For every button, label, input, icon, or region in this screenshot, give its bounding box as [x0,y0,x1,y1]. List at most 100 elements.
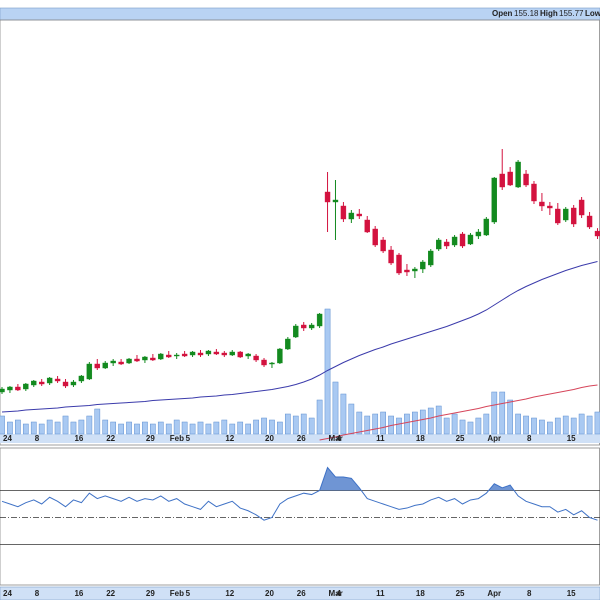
volume-bar [86,415,93,435]
volume-bar [475,417,482,435]
x-tick-label: 12 [225,434,234,443]
candle-body [213,351,220,355]
candle-body [547,205,553,209]
volume-bar [62,415,69,435]
x-tick-label: 16 [74,589,83,598]
candle-body [428,250,434,266]
x-tick-label: 25 [456,434,465,443]
rsi-layer [0,466,600,545]
candle-body [340,205,347,220]
candle-body [126,358,132,364]
volume-bar [126,421,132,435]
volume-bar [483,413,490,435]
volume-bar [300,413,307,435]
candle-body [348,212,355,220]
x-tick-label: 22 [106,434,115,443]
candle-body [158,353,164,360]
volume-bar [443,417,450,435]
volume-bar [340,393,347,435]
x-tick-label: Feb [170,589,184,598]
x-tick-label: 4 [336,589,341,598]
volume-bar [237,421,244,435]
candle-body [62,381,69,387]
x-tick-label: 8 [527,589,532,598]
x-tick-label: 22 [106,589,115,598]
x-tick-label: 26 [297,434,306,443]
volume-bar [229,423,236,435]
candle-body [404,269,410,273]
volume-bar [547,421,553,435]
volume-bar [30,421,37,435]
candle-body [46,377,53,384]
x-tick-label: 8 [527,434,532,443]
volume-bar [499,391,506,435]
volume-bar [515,413,521,435]
x-tick-label: 20 [265,434,274,443]
rsi-line [1,466,598,521]
volume-bar [78,419,85,435]
candle-body [316,313,323,327]
candle-body [459,233,466,247]
candle-body [436,239,442,250]
candle-body [31,380,37,386]
volume-bar [94,408,101,435]
volume-bar [419,409,426,435]
candle-body [70,381,77,386]
candle-body [523,173,529,186]
x-tick-label: Feb [170,434,184,443]
x-tick-label: 15 [567,589,576,598]
candle-body [181,353,188,357]
candle-body [356,213,362,217]
candle-body [388,249,394,264]
x-tick-label: Mar [329,434,343,443]
candle-body [324,191,331,203]
volume-bar [213,421,220,435]
volume-bar [562,415,569,435]
volume-bar [253,419,259,435]
volume-bar [181,421,188,435]
x-tick-label: Apr [487,589,501,598]
candle-body [150,357,156,361]
volume-bar [150,423,156,435]
volume-bar [157,421,164,435]
quote-label: Low [585,9,600,18]
volume-bar [173,419,180,435]
candle-body [23,383,29,390]
candle-body [443,241,450,247]
x-tick-label: 18 [416,434,425,443]
candle-body [197,352,204,356]
volume-bar [292,415,299,435]
candle-body [253,355,259,361]
candle-body [142,356,148,361]
candle-body [372,228,378,246]
volume-bar [586,415,593,435]
candle-body [134,358,140,362]
candle-body [86,363,93,380]
candle-body [102,362,108,369]
volume-bar [554,417,561,435]
volume-bar [491,391,498,435]
x-tick-label: 12 [225,589,234,598]
x-tick-label: 5 [186,589,191,598]
x-tick-label: 8 [35,589,40,598]
volume-bar [118,423,124,435]
volume-bar [372,413,379,435]
x-tick-label: 29 [146,434,155,443]
x-tick-label: 24 [3,589,12,598]
candle-body [189,351,196,356]
volume-bar [412,411,418,435]
quote-label: High [540,9,558,18]
volume-bar [356,411,363,435]
quote-value: 155.77 [559,9,584,18]
candle-body [475,231,482,237]
volume-bar [507,399,514,435]
volume-bar [284,413,291,435]
candle-body [269,362,275,365]
volume-bar [142,421,148,435]
candle-body [539,201,545,207]
date-strip [0,586,600,600]
volume-bar [110,421,117,435]
candle-body [78,375,85,382]
candle-body [166,354,172,358]
